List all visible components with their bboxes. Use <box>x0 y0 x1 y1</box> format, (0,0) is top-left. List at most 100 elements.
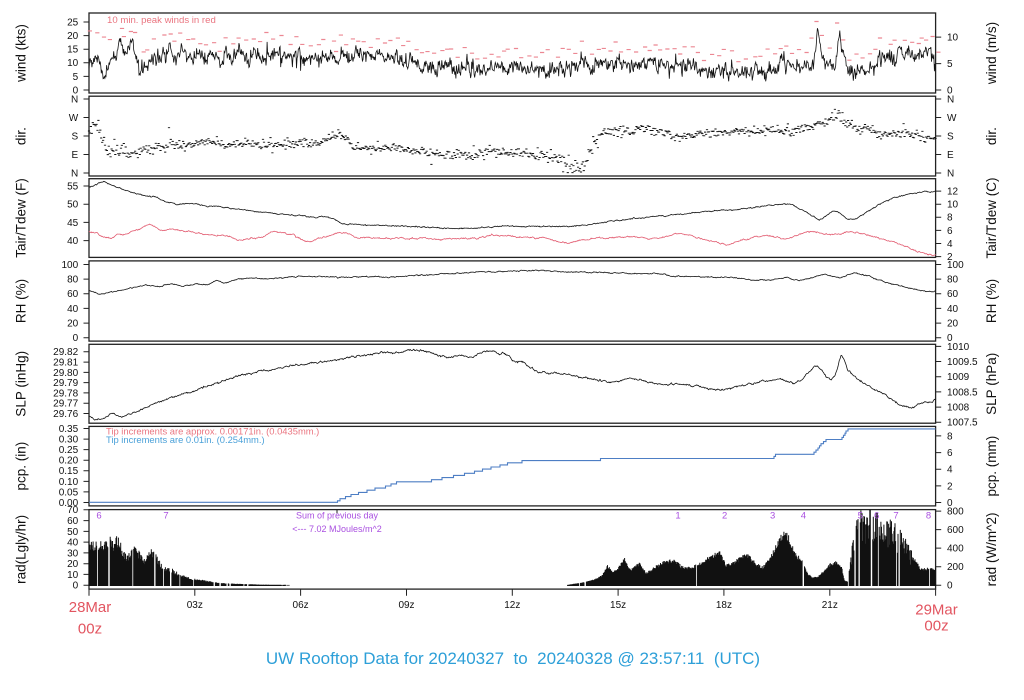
svg-text:5: 5 <box>858 510 863 521</box>
svg-text:RH (%): RH (%) <box>14 279 29 323</box>
svg-text:0.35: 0.35 <box>59 424 79 435</box>
svg-text:60: 60 <box>947 289 959 300</box>
svg-text:800: 800 <box>947 507 964 518</box>
svg-text:E: E <box>72 150 79 161</box>
svg-text:0.25: 0.25 <box>59 445 79 456</box>
svg-text:SLP (inHg): SLP (inHg) <box>14 351 29 417</box>
svg-text:200: 200 <box>947 562 964 573</box>
svg-text:4: 4 <box>947 465 953 476</box>
svg-text:600: 600 <box>947 525 964 536</box>
svg-text:40: 40 <box>67 538 79 549</box>
svg-text:SLP (hPa): SLP (hPa) <box>984 353 999 415</box>
svg-text:18z: 18z <box>716 600 732 611</box>
svg-text:3: 3 <box>770 510 775 521</box>
svg-text:dir.: dir. <box>14 127 29 145</box>
svg-text:29.78: 29.78 <box>53 388 78 399</box>
svg-text:29.82: 29.82 <box>53 347 78 358</box>
svg-text:29Mar: 29Mar <box>915 602 958 619</box>
svg-text:RH (%): RH (%) <box>984 279 999 323</box>
svg-text:29.79: 29.79 <box>53 378 78 389</box>
svg-text:12: 12 <box>947 187 959 198</box>
svg-text:70: 70 <box>67 505 79 516</box>
svg-text:5: 5 <box>73 72 79 83</box>
svg-text:0: 0 <box>947 85 953 96</box>
svg-text:20: 20 <box>67 319 79 330</box>
svg-text:10: 10 <box>947 200 959 211</box>
svg-text:0: 0 <box>947 498 953 509</box>
svg-text:pcp. (in): pcp. (in) <box>14 442 29 491</box>
svg-text:20: 20 <box>947 319 959 330</box>
svg-text:<--- 7.02 MJoules/m^2: <--- 7.02 MJoules/m^2 <box>292 524 382 534</box>
svg-text:Tip increments are 0.01in. (0.: Tip increments are 0.01in. (0.254mm.) <box>106 434 265 445</box>
svg-text:wind (m/s): wind (m/s) <box>984 22 999 85</box>
svg-text:6: 6 <box>947 226 953 237</box>
svg-text:50: 50 <box>67 527 79 538</box>
svg-text:S: S <box>72 131 79 142</box>
svg-text:40: 40 <box>67 304 79 315</box>
svg-text:rad(Lgly/hr): rad(Lgly/hr) <box>14 515 29 584</box>
svg-text:6: 6 <box>874 510 879 521</box>
svg-text:20: 20 <box>67 31 79 42</box>
svg-text:5: 5 <box>947 59 953 70</box>
svg-text:400: 400 <box>947 544 964 555</box>
svg-text:6: 6 <box>947 448 953 459</box>
svg-text:dir.: dir. <box>984 127 999 145</box>
svg-text:10 min. peak winds in red: 10 min. peak winds in red <box>107 15 216 26</box>
svg-text:40: 40 <box>67 236 79 247</box>
svg-text:1: 1 <box>675 510 680 521</box>
svg-text:30: 30 <box>67 548 79 559</box>
svg-text:10: 10 <box>67 570 79 581</box>
svg-text:0: 0 <box>947 333 953 344</box>
svg-text:W: W <box>947 113 957 124</box>
svg-text:pcp. (mm): pcp. (mm) <box>984 436 999 497</box>
svg-text:4: 4 <box>801 510 806 521</box>
svg-text:S: S <box>947 131 954 142</box>
svg-text:00z: 00z <box>78 621 102 638</box>
svg-text:55: 55 <box>67 181 79 192</box>
svg-text:10: 10 <box>947 33 959 44</box>
svg-text:0.15: 0.15 <box>59 466 79 477</box>
svg-text:2: 2 <box>947 252 953 263</box>
svg-text:rad (W/m^2): rad (W/m^2) <box>984 512 999 586</box>
svg-text:80: 80 <box>947 275 959 286</box>
svg-text:06z: 06z <box>293 600 309 611</box>
svg-text:8: 8 <box>947 213 953 224</box>
svg-text:15: 15 <box>67 45 79 56</box>
svg-text:45: 45 <box>67 218 79 229</box>
svg-text:40: 40 <box>947 304 959 315</box>
svg-text:1009: 1009 <box>947 372 970 383</box>
svg-text:0: 0 <box>73 581 79 592</box>
svg-text:12z: 12z <box>504 600 520 611</box>
svg-text:4: 4 <box>947 239 953 250</box>
svg-text:0.00: 0.00 <box>59 498 79 509</box>
svg-text:1008: 1008 <box>947 403 970 414</box>
svg-text:1008.5: 1008.5 <box>947 387 978 398</box>
svg-text:N: N <box>71 94 78 105</box>
svg-text:2: 2 <box>722 510 727 521</box>
svg-text:20: 20 <box>67 559 79 570</box>
svg-text:60: 60 <box>67 516 79 527</box>
svg-text:100: 100 <box>947 260 964 271</box>
svg-text:28Mar: 28Mar <box>69 599 112 616</box>
svg-text:0: 0 <box>73 85 79 96</box>
svg-text:25: 25 <box>67 17 79 28</box>
svg-text:7: 7 <box>163 510 168 521</box>
svg-text:Tair/Tdew (F): Tair/Tdew (F) <box>14 178 29 258</box>
svg-text:50: 50 <box>67 200 79 211</box>
svg-text:80: 80 <box>67 275 79 286</box>
svg-text:6: 6 <box>96 510 101 521</box>
svg-text:60: 60 <box>67 289 79 300</box>
svg-text:1007.5: 1007.5 <box>947 418 978 429</box>
svg-text:0.20: 0.20 <box>59 456 79 467</box>
svg-text:29.77: 29.77 <box>53 399 78 410</box>
svg-text:15z: 15z <box>610 600 626 611</box>
svg-text:0.30: 0.30 <box>59 435 79 446</box>
svg-text:wind (kts): wind (kts) <box>14 24 29 83</box>
svg-text:N: N <box>947 94 954 105</box>
svg-text:0.05: 0.05 <box>59 487 79 498</box>
svg-text:Sum of previous day: Sum of previous day <box>296 510 379 520</box>
svg-text:Tip increments are approx. 0.0: Tip increments are approx. 0.00171in. (0… <box>106 425 319 436</box>
svg-text:N: N <box>71 168 78 179</box>
svg-text:8: 8 <box>926 510 931 521</box>
svg-text:E: E <box>947 150 954 161</box>
